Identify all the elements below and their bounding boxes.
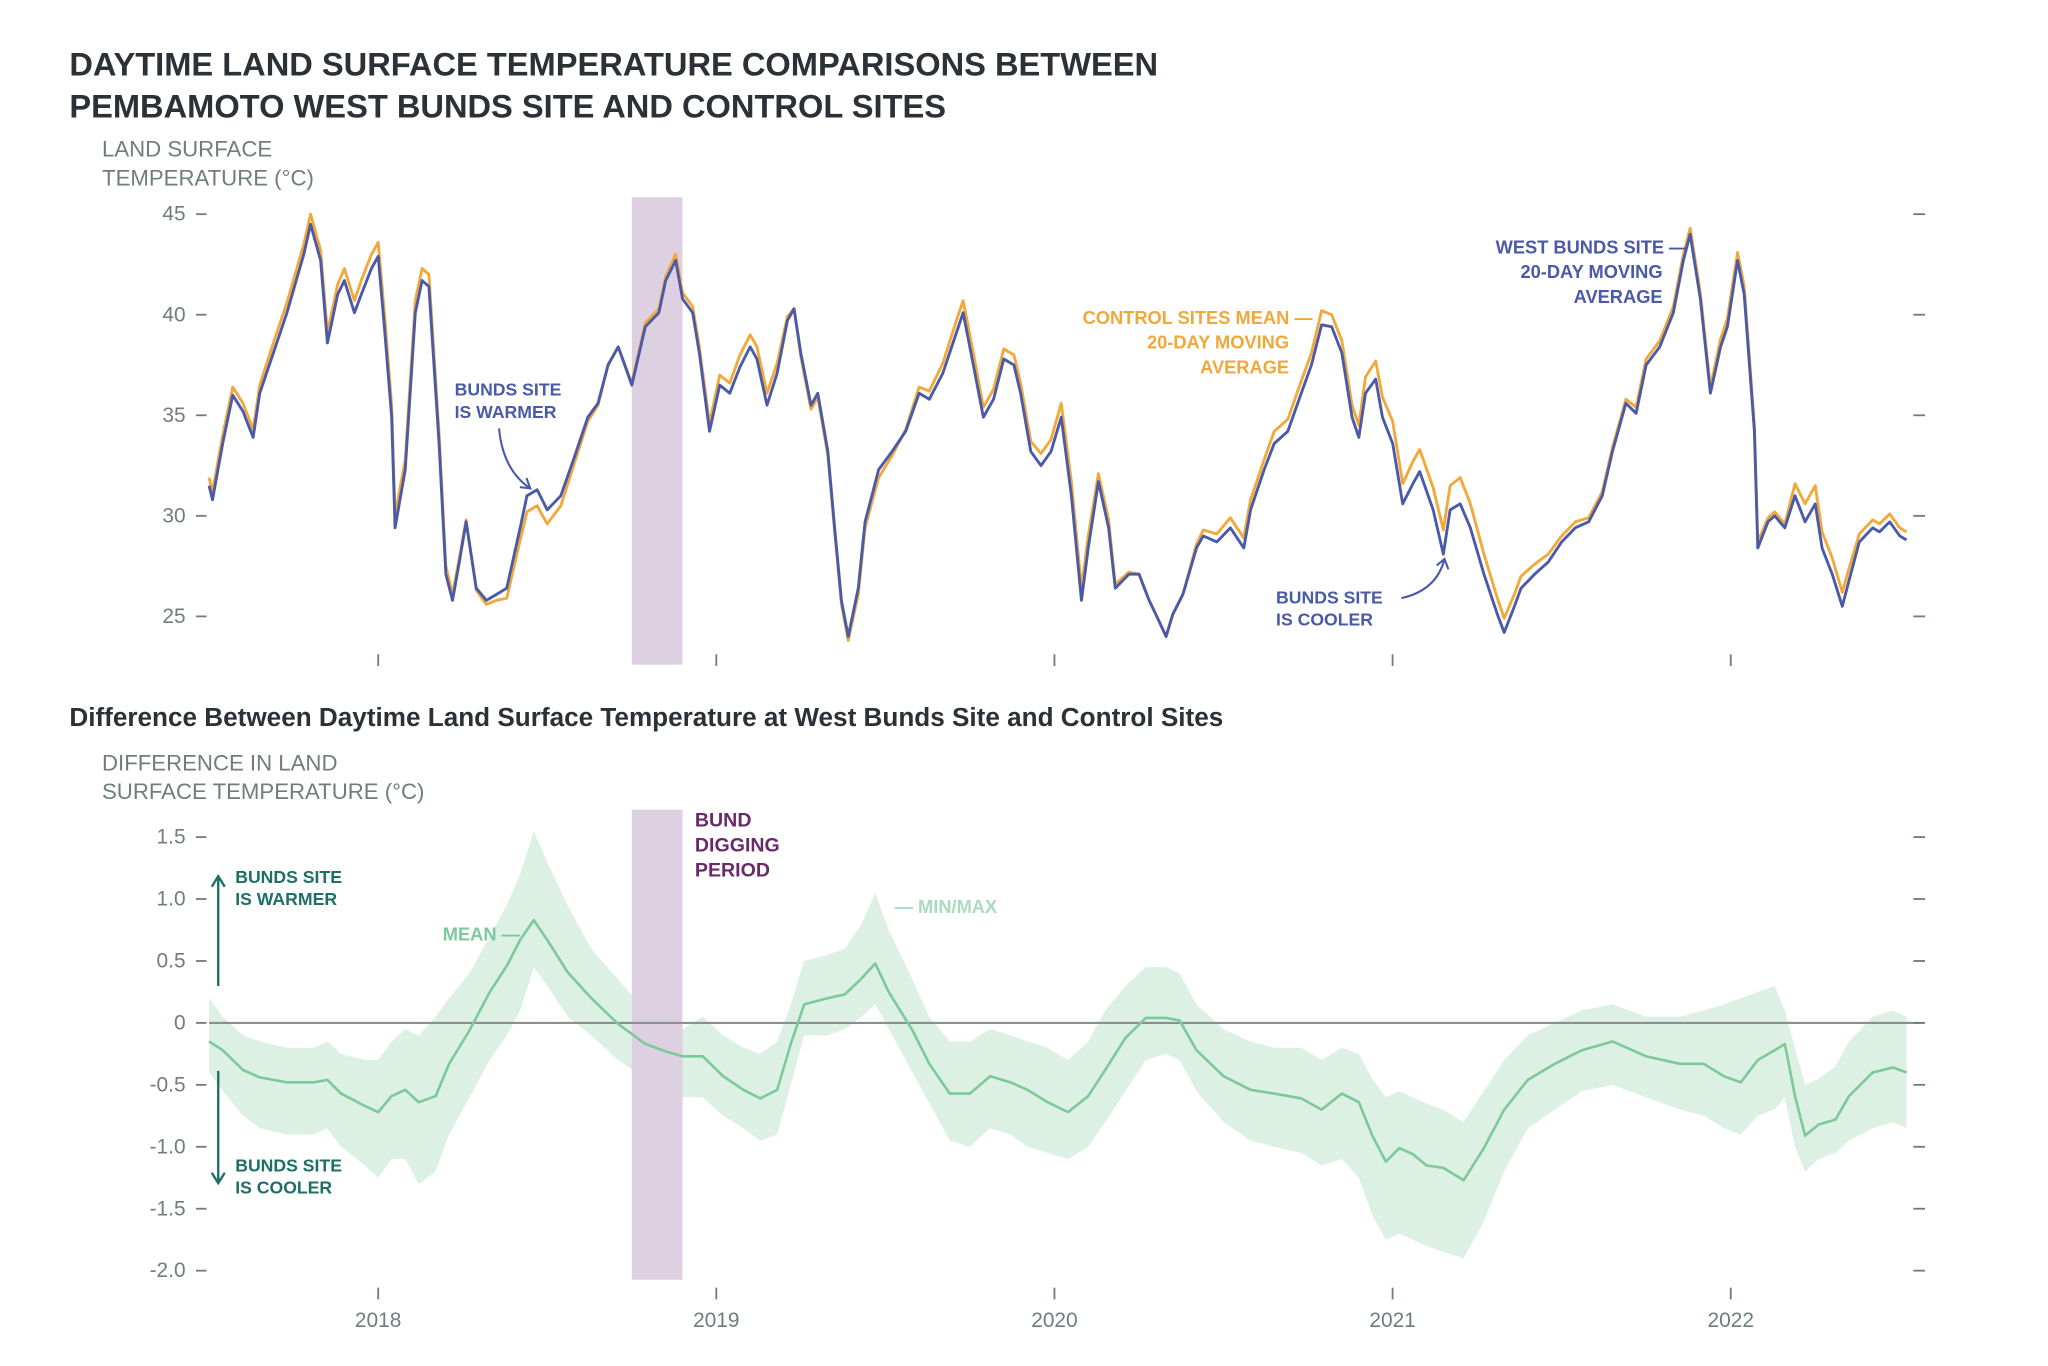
- bottom-warmer-label-line-2: IS WARMER: [235, 889, 337, 909]
- top-y-axis-label-line-2: TEMPERATURE (°C): [102, 165, 314, 190]
- digging-label-line-3: PERIOD: [695, 859, 770, 881]
- bottom-y-tick-label: -0.5: [150, 1073, 186, 1096]
- west-bunds-site-line: [207, 222, 1908, 638]
- bottom-x-tick-label: 2018: [355, 1309, 401, 1332]
- top-panel: LAND SURFACE TEMPERATURE (°C) 45 40 35 30 25…: [102, 137, 1926, 667]
- west-legend-line-1: WEST BUNDS SITE —: [1496, 236, 1689, 257]
- bottom-y-axis-label-line-2: SURFACE TEMPERATURE (°C): [102, 779, 424, 804]
- control-legend-line-2: 20-DAY MOVING: [1147, 332, 1289, 353]
- bottom-y-tick-label: 0.5: [157, 950, 186, 973]
- west-legend-line-3: AVERAGE: [1574, 286, 1663, 307]
- top-y-tick-label: 45: [162, 203, 185, 226]
- bottom-digging-period-shade: [631, 809, 683, 1280]
- top-digging-period-shade: [631, 197, 683, 665]
- bottom-panel: Difference Between Daytime Land Surface …: [69, 702, 1926, 1332]
- bottom-y-tick-label: 1.0: [157, 888, 186, 911]
- bottom-cooler-label-line-1: BUNDS SITE: [235, 1155, 342, 1175]
- min-max-band: [209, 830, 1907, 1259]
- bottom-y-tick-label: 1.5: [157, 826, 186, 849]
- min-max-label: — MIN/MAX: [895, 896, 998, 917]
- bottom-y-tick-label: -1.0: [150, 1135, 186, 1158]
- bottom-x-tick-label: 2020: [1031, 1309, 1077, 1332]
- bottom-cooler-label-line-2: IS COOLER: [235, 1178, 332, 1198]
- bottom-chart-title: Difference Between Daytime Land Surface …: [69, 702, 1223, 732]
- top-cooler-annotation-line-1: BUNDS SITE: [1276, 587, 1383, 607]
- cooler-down-arrow-icon: [210, 1070, 226, 1186]
- chart-title-line-1: DAYTIME LAND SURFACE TEMPERATURE COMPARI…: [69, 46, 1158, 83]
- digging-label-line-1: BUND: [695, 810, 752, 832]
- bottom-x-tick-label: 2022: [1708, 1309, 1754, 1332]
- top-y-tick-label: 25: [162, 605, 185, 628]
- mean-difference-line: [208, 918, 1907, 1182]
- bottom-y-tick-label: -2.0: [150, 1259, 186, 1282]
- bottom-y-tick-label: -1.5: [150, 1197, 186, 1220]
- digging-label-line-2: DIGGING: [695, 834, 780, 856]
- top-warmer-arrow-icon: [497, 428, 532, 490]
- bottom-x-tick-label: 2019: [693, 1309, 739, 1332]
- top-warmer-annotation-line-1: BUNDS SITE: [455, 380, 562, 400]
- control-legend-line-3: AVERAGE: [1200, 356, 1289, 377]
- top-y-tick-label: 35: [162, 404, 185, 427]
- top-warmer-annotation-line-2: IS WARMER: [455, 402, 557, 422]
- bottom-y-axis-label-line-1: DIFFERENCE IN LAND: [102, 750, 337, 775]
- top-y-tick-label: 40: [162, 303, 185, 326]
- west-legend-line-2: 20-DAY MOVING: [1520, 261, 1662, 282]
- top-cooler-annotation-line-2: IS COOLER: [1276, 610, 1373, 630]
- chart-title-line-2: PEMBAMOTO WEST BUNDS SITE AND CONTROL SI…: [69, 88, 946, 125]
- mean-label: MEAN —: [443, 923, 521, 944]
- top-y-tick-label: 30: [162, 504, 185, 527]
- bottom-y-tick-label: 0: [174, 1011, 186, 1034]
- warmer-up-arrow-icon: [210, 874, 226, 986]
- top-cooler-arrow-icon: [1401, 557, 1450, 600]
- control-legend-line-1: CONTROL SITES MEAN —: [1083, 307, 1314, 328]
- bottom-warmer-label-line-1: BUNDS SITE: [235, 867, 342, 887]
- bottom-x-tick-label: 2021: [1369, 1309, 1415, 1332]
- top-y-axis-label-line-1: LAND SURFACE: [102, 137, 272, 162]
